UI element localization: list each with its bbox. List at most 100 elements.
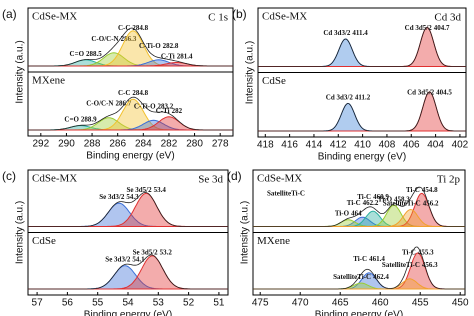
peak-position: 462.4 <box>373 273 389 281</box>
peak-label: C=O 288.5 <box>70 49 103 57</box>
peak-position: 454.8 <box>422 186 438 194</box>
peak-position: 284.8 <box>132 24 148 32</box>
peak-label: SatelliteTi-C 456.2 <box>383 199 439 207</box>
peak-name: Ti-C <box>357 193 371 201</box>
peak-name: Ti-O <box>335 209 350 217</box>
peak-label: SatelliteTi-C 456.3 <box>382 260 438 268</box>
x-tick-label: 475 <box>252 298 269 309</box>
peak-label: Se 3d5/2 53.2 <box>133 248 173 256</box>
x-tick-label: 404 <box>427 140 444 151</box>
x-axis-label: Binding energy (eV) <box>315 310 403 316</box>
envelope <box>253 246 465 290</box>
peak-position: 456.2 <box>423 199 439 207</box>
peak-position: 283.2 <box>158 102 174 110</box>
peak-position: 286.3 <box>121 34 137 42</box>
element-label: Ti 2p <box>437 174 461 186</box>
x-tick-label: 51 <box>213 298 225 309</box>
envelope <box>258 91 466 132</box>
x-tick-label: 284 <box>135 139 152 150</box>
peak-name: C-O/C-N <box>91 34 118 42</box>
peak-name: C-Ti-O <box>139 41 161 49</box>
x-tick-label: 282 <box>161 139 178 150</box>
peak-label: C-O/C-N 286.3 <box>91 34 136 42</box>
peak-position: 53.2 <box>160 248 173 256</box>
peak-position: 404.5 <box>436 88 452 96</box>
element-label: Se 3d <box>198 174 223 186</box>
peak-name: C-Ti <box>161 52 175 60</box>
peak-position: 284.8 <box>132 89 148 97</box>
peak-name: C-C <box>118 89 130 97</box>
x-tick-label: 280 <box>186 139 203 150</box>
peak-name: SatelliteTi-C <box>382 260 420 268</box>
peak-name: Ti-C <box>406 186 420 194</box>
x-tick-label: 418 <box>257 140 274 151</box>
peak-label: Cd 3d3/2 411.2 <box>326 93 371 101</box>
x-tick-label: 470 <box>292 298 309 309</box>
x-tick-label: 455 <box>412 298 429 309</box>
sample-label: CdSe <box>32 235 56 247</box>
peak-position: 53.4 <box>154 186 167 194</box>
panel-label: (b) <box>232 7 247 21</box>
x-tick-label: 290 <box>58 139 75 150</box>
panel-label: (c) <box>2 169 16 183</box>
peak-label: C-O/C-N 286.7 <box>86 99 131 107</box>
peak-name: Se 3d5/2 <box>127 186 153 194</box>
peak-name: C-Ti <box>156 106 170 114</box>
peak-label: C-Ti-O 282.8 <box>139 41 179 49</box>
element-label: C 1s <box>208 12 228 24</box>
peak-position: 411.2 <box>355 93 371 101</box>
peak-label: C-Ti-O 283.2 <box>134 102 174 110</box>
peak-label: C=O 288.9 <box>64 115 97 123</box>
peak-label: Ti-C 461.4 <box>353 254 385 262</box>
x-tick-label: 286 <box>109 139 126 150</box>
x-tick-label: 465 <box>332 298 349 309</box>
sample-label: CdSe-MX <box>262 11 307 23</box>
envelope <box>28 96 233 131</box>
peak-name: C-C <box>118 24 130 32</box>
fitted-peak <box>28 265 228 290</box>
peak-position: 54.3 <box>126 193 139 201</box>
y-axis-label: Intensity (a.u.) <box>15 40 26 103</box>
fitted-peak <box>28 98 233 131</box>
peak-label: Ti-C 462.2 <box>347 199 379 207</box>
x-tick-label: 56 <box>62 298 74 309</box>
peak-label: Se 3d3/2 54.3 <box>99 193 139 201</box>
envelope <box>28 27 233 67</box>
x-tick-label: 292 <box>32 139 49 150</box>
panel-label: (a) <box>2 7 17 21</box>
x-axis-label: Binding energy (eV) <box>318 152 406 163</box>
peak-label: Ti-O 464 <box>335 209 362 217</box>
peak-position: 460.9 <box>373 193 389 201</box>
peak-name: SatelliteTi-C <box>333 273 371 281</box>
peak-position: 286.7 <box>115 99 131 107</box>
peak-position: 464 <box>351 209 362 217</box>
envelope <box>253 186 465 227</box>
peak-label: Cd 3d3/2 411.4 <box>323 29 368 37</box>
envelope <box>28 191 228 227</box>
peak-label: SatelliteTi-C 462.4 <box>333 273 389 281</box>
sample-label: MXene <box>32 75 65 87</box>
peak-name: Ti-C <box>402 248 416 256</box>
envelope <box>258 26 466 67</box>
peak-position: 281.4 <box>177 52 193 60</box>
x-tick-label: 57 <box>32 298 44 309</box>
peak-position: 462.2 <box>363 199 379 207</box>
peak-name: Ti-C <box>347 199 361 207</box>
peak-label: Cd 3d5/2 404.7 <box>405 24 450 32</box>
x-tick-label: 278 <box>212 139 229 150</box>
peak-position: 455.3 <box>418 248 434 256</box>
peak-name: Se 3d3/2 <box>99 193 125 201</box>
peak-label: Ti-C 460.9 <box>357 193 389 201</box>
peak-name: C=O <box>70 49 85 57</box>
x-tick-label: 414 <box>306 140 323 151</box>
sample-label: CdSe-MX <box>257 173 302 185</box>
peak-name: Cd 3d3/2 <box>323 29 351 37</box>
peak-label: C-C 284.8 <box>118 89 149 97</box>
peak-position: 54.1 <box>132 255 145 263</box>
x-tick-label: 408 <box>379 140 396 151</box>
peak-label: SatelliteTi-C <box>267 190 305 198</box>
x-axis-label: Binding energy (eV) <box>86 151 174 162</box>
peak-position: 282 <box>172 106 183 114</box>
peak-position: 461.4 <box>369 254 385 262</box>
